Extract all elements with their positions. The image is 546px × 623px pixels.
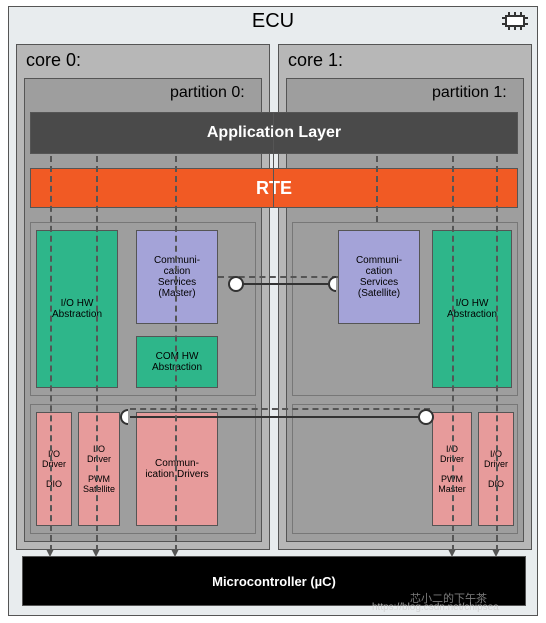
io-driver-pwm-satellite: I/O Driver PWM Satellite	[78, 412, 120, 526]
flow-line-core-divider	[273, 112, 274, 208]
rte-label: RTE	[256, 178, 292, 199]
conn-master-sat-solid	[243, 283, 328, 285]
rte-layer: RTE	[30, 168, 518, 208]
connector-master-port	[228, 276, 244, 292]
application-layer-label: Application Layer	[207, 124, 341, 142]
watermark-text-2: https://blog.csdn.net/chipsea	[372, 602, 499, 613]
io-driver-dio-core0: I/O Driver DIO	[36, 412, 72, 526]
core1-title: core 1:	[288, 50, 343, 71]
flow-line-5	[452, 156, 454, 551]
microcontroller-label: Microcontroller (µC)	[212, 574, 336, 589]
comm-serv-master-label: Communi- cation Services (Master)	[154, 255, 200, 299]
partition1-title: partition 1:	[432, 84, 507, 102]
comm-services-master: Communi- cation Services (Master)	[136, 230, 218, 324]
partition0-title: partition 0:	[170, 84, 245, 102]
flow-line-6	[496, 156, 498, 551]
flow-line-4	[376, 156, 378, 222]
comm-serv-sat-label: Communi- cation Services (Satellite)	[356, 255, 402, 299]
chip-icon	[502, 12, 528, 30]
flow-line-3	[175, 156, 177, 551]
io-hw-abstraction-core0: I/O HW Abstraction	[36, 230, 118, 388]
io-drv-pwm-sat-label: I/O Driver PWM Satellite	[83, 444, 115, 494]
comm-services-satellite: Communi- cation Services (Satellite)	[338, 230, 420, 324]
core0-title: core 0:	[26, 50, 81, 71]
flow-line-2	[96, 156, 98, 551]
flow-arrow-6	[492, 549, 500, 557]
com-hw-abstraction: COM HW Abstraction	[136, 336, 218, 388]
io-drv-dio0-label: I/O Driver DIO	[42, 449, 66, 489]
flow-arrow-2	[92, 549, 100, 557]
connector-pwm-master-port	[418, 409, 434, 425]
flow-line-1	[50, 156, 52, 551]
communication-drivers: Commun- ication Drivers	[136, 412, 218, 526]
flow-arrow-3	[171, 549, 179, 557]
application-layer: Application Layer	[30, 112, 518, 154]
flow-arrow-5	[448, 549, 456, 557]
io-hw-abstraction-core1: I/O HW Abstraction	[432, 230, 512, 388]
com-hw-abs-label: COM HW Abstraction	[152, 351, 202, 373]
conn-pwm-solid	[130, 416, 420, 418]
ecu-title: ECU	[0, 10, 546, 33]
flow-arrow-1	[46, 549, 54, 557]
